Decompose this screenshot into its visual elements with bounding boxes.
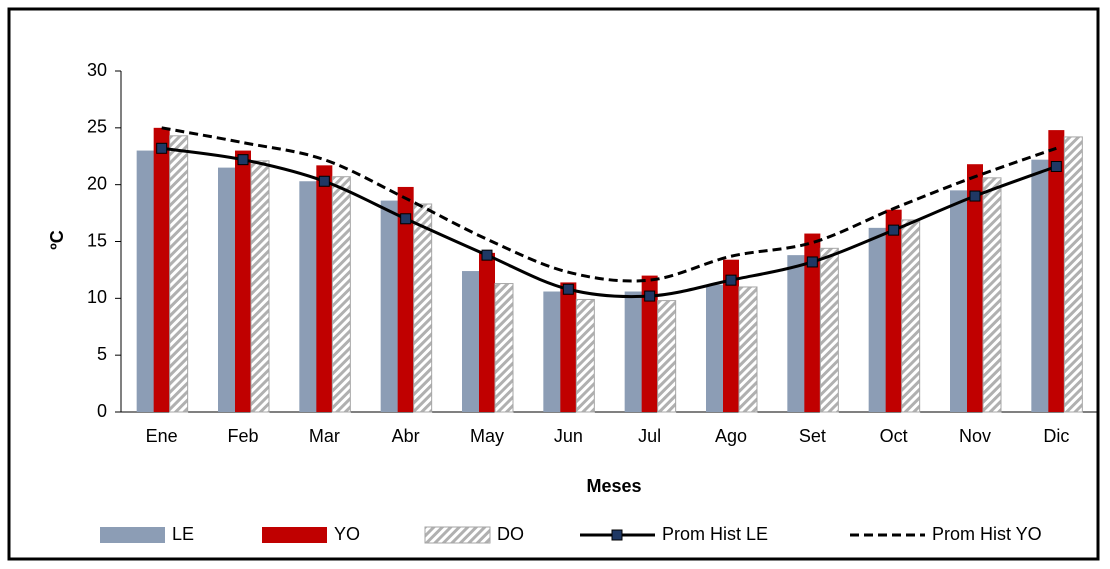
- y-tick-label: 25: [87, 117, 107, 137]
- legend-label: YO: [334, 524, 360, 544]
- line-marker: [156, 142, 168, 154]
- x-tick-label: Mar: [309, 426, 340, 446]
- line-marker: [1050, 160, 1062, 172]
- bar: [657, 300, 677, 413]
- bar: [804, 233, 821, 412]
- bar: [982, 177, 1002, 413]
- y-tick-label: 5: [97, 344, 107, 364]
- bar: [397, 186, 414, 412]
- bar: [153, 127, 170, 412]
- line: [161, 146, 1057, 299]
- x-tick-label: May: [470, 426, 504, 446]
- bar: [413, 203, 433, 413]
- bar: [1063, 136, 1083, 413]
- x-tick-label: Oct: [880, 426, 908, 446]
- bar: [819, 247, 839, 413]
- legend-swatch: [262, 527, 327, 543]
- y-axis-label: ºC: [47, 230, 67, 250]
- line-marker: [725, 274, 737, 286]
- y-tick-label: 20: [87, 173, 107, 193]
- bar: [885, 209, 902, 412]
- y-tick-label: 30: [87, 60, 107, 80]
- bar: [169, 135, 189, 413]
- legend-label: Prom Hist LE: [662, 524, 768, 544]
- line-marker: [237, 154, 249, 166]
- bar: [967, 164, 983, 412]
- y-tick-label: 15: [87, 230, 107, 250]
- line: [161, 126, 1057, 283]
- legend-swatch: [100, 527, 165, 543]
- legend-marker: [611, 529, 623, 541]
- line-marker: [562, 283, 574, 295]
- x-tick-label: Ene: [146, 426, 178, 446]
- x-tick-label: Nov: [959, 426, 991, 446]
- bar: [316, 165, 333, 412]
- bar: [331, 176, 351, 413]
- bar: [235, 150, 251, 413]
- line-marker: [644, 290, 656, 302]
- x-tick-label: Feb: [227, 426, 258, 446]
- line-marker: [481, 249, 493, 261]
- x-tick-label: Jul: [638, 426, 661, 446]
- line-marker: [318, 175, 330, 187]
- legend-label: LE: [172, 524, 194, 544]
- legend-swatch: [424, 526, 491, 544]
- x-tick-label: Set: [799, 426, 826, 446]
- line-marker: [969, 190, 981, 202]
- bar: [641, 275, 658, 412]
- bar: [738, 286, 758, 413]
- x-tick-label: Jun: [554, 426, 583, 446]
- x-tick-label: Abr: [392, 426, 420, 446]
- bar: [250, 160, 270, 413]
- bar: [1048, 130, 1065, 412]
- bar: [723, 259, 739, 412]
- line-marker: [400, 213, 412, 225]
- x-tick-label: Ago: [715, 426, 747, 446]
- bar: [560, 282, 577, 412]
- bar: [494, 283, 514, 413]
- x-tick-label: Dic: [1043, 426, 1069, 446]
- bar: [575, 298, 595, 413]
- y-tick-label: 10: [87, 287, 107, 307]
- bar: [901, 219, 921, 413]
- bar: [479, 252, 495, 412]
- legend-label: Prom Hist YO: [932, 524, 1042, 544]
- line-marker: [806, 256, 818, 268]
- y-tick-label: 0: [97, 401, 107, 421]
- x-axis-label: Meses: [586, 476, 641, 496]
- line-marker: [888, 224, 900, 236]
- legend-label: DO: [497, 524, 524, 544]
